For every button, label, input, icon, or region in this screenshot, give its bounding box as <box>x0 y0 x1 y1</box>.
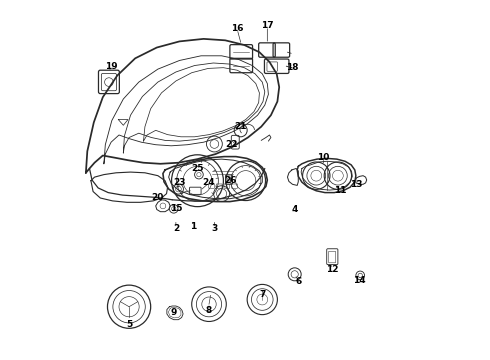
Text: 2: 2 <box>173 224 179 233</box>
Text: 6: 6 <box>296 277 302 286</box>
Text: 18: 18 <box>286 63 299 72</box>
Text: 7: 7 <box>259 290 266 299</box>
Text: 10: 10 <box>318 153 330 162</box>
Text: 11: 11 <box>334 186 346 194</box>
Text: 17: 17 <box>261 21 273 30</box>
Text: 16: 16 <box>231 24 244 33</box>
Text: 19: 19 <box>105 62 118 71</box>
Text: 1: 1 <box>190 222 196 231</box>
Text: 23: 23 <box>173 178 186 187</box>
Text: 24: 24 <box>203 178 215 187</box>
Text: 14: 14 <box>353 276 366 284</box>
Text: 3: 3 <box>211 224 218 233</box>
Text: 8: 8 <box>206 306 212 315</box>
Text: 5: 5 <box>126 320 132 329</box>
Text: 22: 22 <box>225 140 238 149</box>
Text: 25: 25 <box>191 164 204 173</box>
Text: 20: 20 <box>152 193 164 202</box>
Text: 12: 12 <box>326 265 339 274</box>
Text: 13: 13 <box>350 180 362 189</box>
Text: 4: 4 <box>292 205 298 214</box>
Text: 15: 15 <box>171 204 183 212</box>
Text: 21: 21 <box>234 122 247 131</box>
Text: 26: 26 <box>224 176 237 185</box>
Text: 9: 9 <box>171 308 177 317</box>
